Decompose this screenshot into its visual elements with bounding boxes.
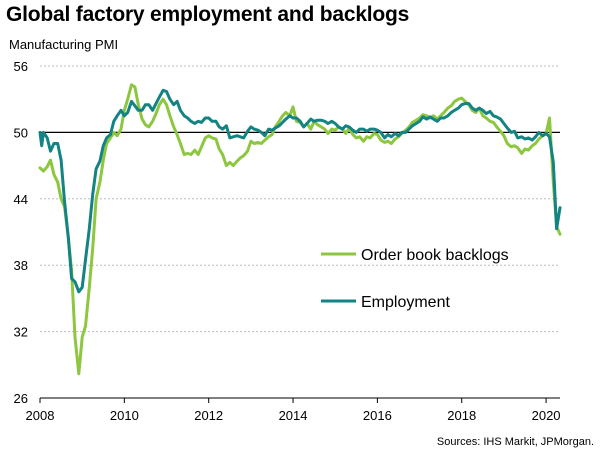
series-lines [38,83,562,376]
y-axis-label: Manufacturing PMI [9,37,119,52]
x-tick-label: 2010 [110,408,139,423]
series-line-employment [38,88,562,294]
x-tick-label: 2008 [26,408,55,423]
chart-title: Global factory employment and backlogs [6,3,410,26]
x-axis-ticks: 2008 2010 2012 2014 2016 2018 2020 [26,397,561,423]
y-tick-label: 44 [14,192,28,207]
source-note: Sources: IHS Markit, JPMorgan. [436,436,594,448]
y-tick-label: 32 [14,325,28,340]
y-axis-ticks: 26 32 38 44 50 56 [14,59,28,406]
y-tick-label: 56 [14,59,28,74]
x-tick-label: 2020 [532,408,561,423]
legend-label: Employment [361,294,450,311]
x-tick-label: 2016 [363,408,392,423]
x-tick-label: 2012 [194,408,223,423]
y-tick-label: 38 [14,258,28,273]
x-tick-label: 2014 [279,408,308,423]
legend-label: Order book backlogs [361,247,509,264]
series-line-order-book-backlogs [38,83,562,376]
legend: Order book backlogs Employment [321,247,509,311]
x-tick-label: 2018 [447,408,476,423]
y-tick-label: 26 [14,391,28,406]
y-tick-label: 50 [14,125,28,140]
